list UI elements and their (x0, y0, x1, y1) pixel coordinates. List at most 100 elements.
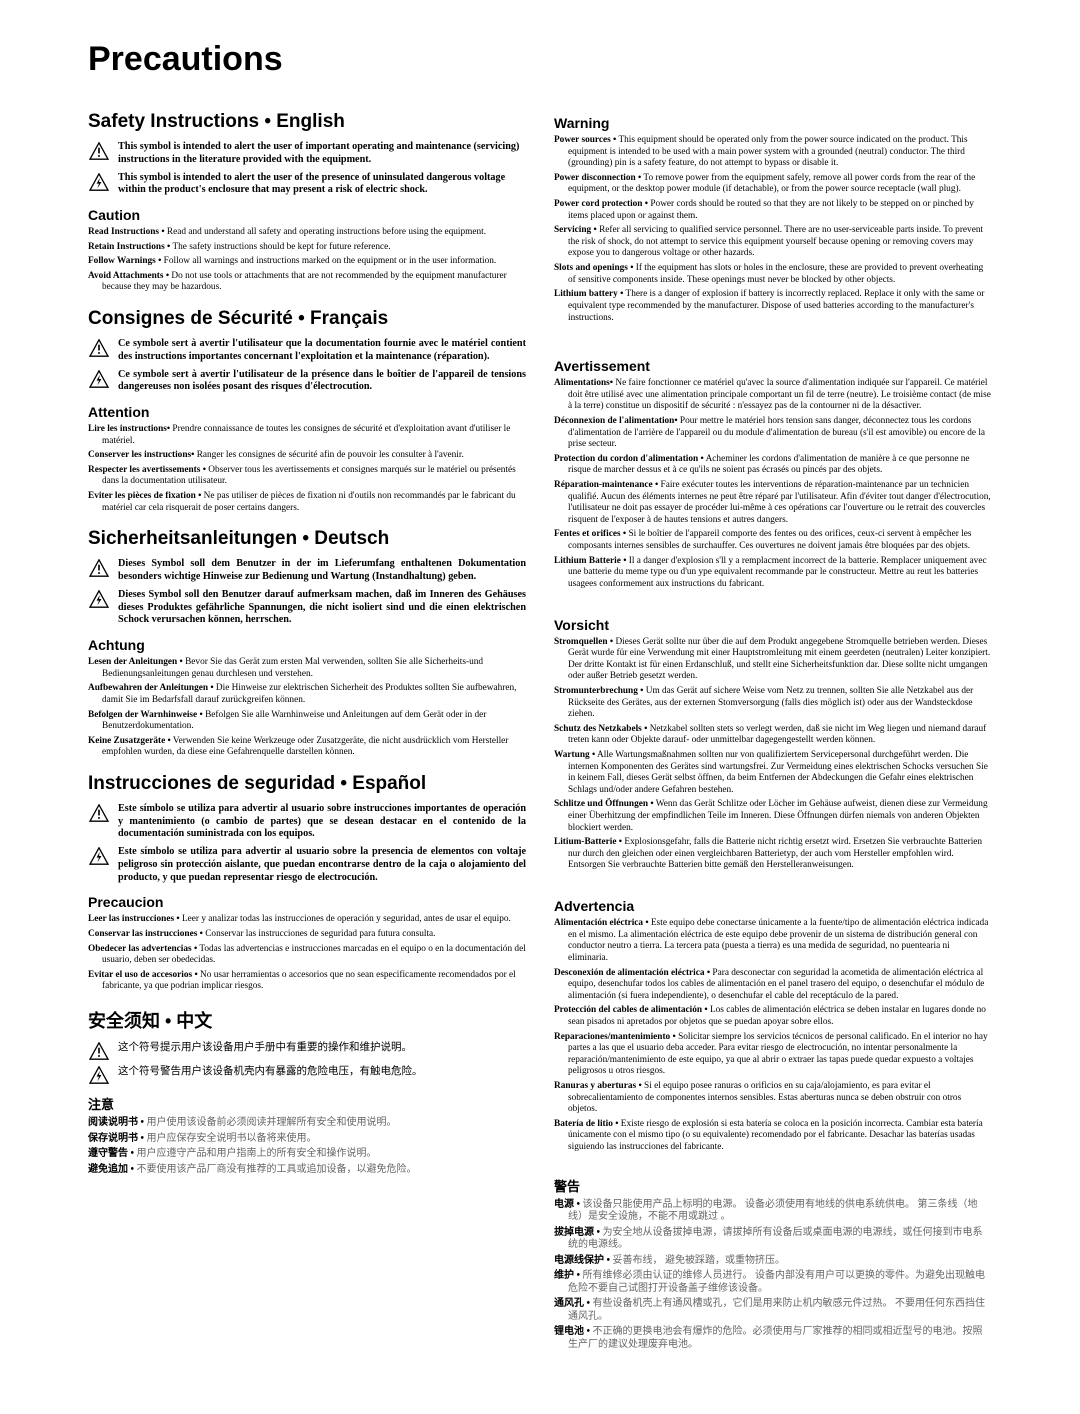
bullet-item: Batería de litio • Existe riesgo de expl… (554, 1119, 992, 1154)
en-symbol-2-text: This symbol is intended to alert the use… (118, 172, 526, 198)
zh-symbol-2-text: 这个符号警告用户该设备机壳内有暴露的危险电压，有触电危险。 (118, 1065, 423, 1078)
en-warning-list: Power sources • This equipment should be… (554, 135, 992, 324)
bullet-text: 所有维修必须由认证的维修人员进行。 设备内部没有用户可以更换的零件。为避免出现触… (568, 1270, 985, 1294)
bullet-label: Conservar las instrucciones • (88, 929, 203, 939)
right-column: Warning Power sources • This equipment s… (554, 97, 992, 1354)
bullet-item: Aufbewahren der Anleitungen • Die Hinwei… (88, 683, 526, 706)
fr-caution-list: Lire les instructions• Prendre connaissa… (88, 424, 526, 514)
bullet-item: Conserver les instructions• Ranger les c… (88, 450, 526, 462)
es-heading: Instrucciones de seguridad • Español (88, 773, 526, 795)
bullet-text: Il a danger d'explosion s'll y a remplac… (568, 556, 987, 589)
bullet-text: 不要使用该产品厂商没有推荐的工具或追加设备，以避免危险。 (134, 1164, 417, 1175)
bullet-item: Ranuras y aberturas • Si el equipo posee… (554, 1081, 992, 1116)
bullet-label: 电源 • (554, 1199, 580, 1210)
bullet-text: The safety instructions should be kept f… (170, 242, 390, 252)
bullet-label: Conserver les instructions• (88, 450, 194, 460)
bullet-label: 避免追加 • (88, 1164, 134, 1175)
warning-triangle-icon (88, 558, 110, 577)
bullet-label: Litium-Batterie • (554, 837, 622, 847)
fr-symbol-1-text: Ce symbole sert à avertir l'utilisateur … (118, 338, 526, 364)
es-symbol-1-text: Este símbolo se utiliza para advertir al… (118, 803, 526, 841)
bullet-item: Obedecer las advertencias • Todas las ad… (88, 944, 526, 967)
warning-triangle-icon (88, 141, 110, 160)
bullet-label: Protection du cordon d'alimentation • (554, 454, 704, 464)
bullet-label: Respecter les avertissements • (88, 465, 206, 475)
shock-triangle-icon (88, 589, 110, 608)
bullet-text: 不正确的更换电池会有爆炸的危险。必须使用与厂家推荐的相同或相近型号的电池。按照生… (568, 1326, 983, 1350)
bullet-item: Fentes et orifices • Si le boîtier de l'… (554, 529, 992, 552)
bullet-label: 保存说明书 • (88, 1133, 144, 1144)
bullet-text: 用户应保存安全说明书以备将来使用。 (144, 1133, 317, 1144)
bullet-text: Refer all servicing to qualified service… (568, 225, 983, 258)
bullet-text: Conservar las instrucciones de seguridad… (203, 929, 436, 939)
bullet-label: Read Instructions • (88, 227, 165, 237)
bullet-item: Evitar el uso de accesorios • No usar he… (88, 970, 526, 993)
de-caution-heading: Achtung (88, 637, 526, 653)
es-symbol-1-row: Este símbolo se utiliza para advertir al… (88, 803, 526, 841)
de-caution-list: Lesen der Anleitungen • Bevor Sie das Ge… (88, 657, 526, 759)
bullet-label: 电源线保护 • (554, 1255, 610, 1266)
fr-symbol-2-row: Ce symbole sert à avertir l'utilisateur … (88, 369, 526, 395)
bullet-item: Lire les instructions• Prendre connaissa… (88, 424, 526, 447)
bullet-item: Retain Instructions • The safety instruc… (88, 242, 526, 254)
page-title: Precautions (88, 40, 992, 79)
bullet-item: 锂电池 • 不正确的更换电池会有爆炸的危险。必须使用与厂家推荐的相同或相近型号的… (554, 1326, 992, 1351)
bullet-label: Obedecer las advertencias • (88, 944, 197, 954)
bullet-text: 妥善布线， 避免被踩踏，或重物挤压。 (610, 1255, 785, 1266)
de-warning-list: Stromquellen • Dieses Gerät sollte nur ü… (554, 637, 992, 873)
de-heading: Sicherheitsanleitungen • Deutsch (88, 528, 526, 550)
bullet-label: Power cord protection • (554, 199, 648, 209)
bullet-text: There is a danger of explosion if batter… (568, 289, 984, 322)
bullet-label: Fentes et orifices • (554, 529, 626, 539)
fr-warning-list: Alimentations• Ne faire fonctionner ce m… (554, 378, 992, 590)
bullet-label: Stromunterbrechung • (554, 686, 643, 696)
bullet-item: Protección del cables de alimentación • … (554, 1005, 992, 1028)
bullet-item: Lithium Batterie • Il a danger d'explosi… (554, 556, 992, 591)
warning-triangle-icon (88, 338, 110, 357)
es-warning-list: Alimentación eléctrica • Este equipo deb… (554, 918, 992, 1154)
bullet-text: Ranger les consignes de sécurité afin de… (194, 450, 463, 460)
de-symbol-2-row: Dieses Symbol soll den Benutzer darauf a… (88, 589, 526, 627)
bullet-text: 用户使用该设备前必须阅读并理解所有安全和使用说明。 (144, 1117, 397, 1128)
bullet-label: Protección del cables de alimentación • (554, 1005, 708, 1015)
zh-heading: 安全须知 • 中文 (88, 1007, 526, 1033)
bullet-item: 避免追加 • 不要使用该产品厂商没有推荐的工具或追加设备，以避免危险。 (88, 1164, 526, 1177)
bullet-text: Read and understand all safety and opera… (165, 227, 486, 237)
zh-symbol-2-row: 这个符号警告用户该设备机壳内有暴露的危险电压，有触电危险。 (88, 1065, 526, 1084)
fr-caution-heading: Attention (88, 404, 526, 420)
bullet-label: Réparation-maintenance • (554, 480, 658, 490)
shock-triangle-icon (88, 369, 110, 388)
bullet-label: Retain Instructions • (88, 242, 170, 252)
en-caution-heading: Caution (88, 207, 526, 223)
bullet-label: Desconexión de alimentación eléctrica • (554, 968, 710, 978)
bullet-item: Power disconnection • To remove power fr… (554, 173, 992, 196)
es-caution-list: Leer las instrucciones • Leer y analizar… (88, 914, 526, 993)
bullet-item: Lesen der Anleitungen • Bevor Sie das Ge… (88, 657, 526, 680)
bullet-item: 保存说明书 • 用户应保存安全说明书以备将来使用。 (88, 1133, 526, 1146)
zh-caution-heading: 注意 (88, 1094, 526, 1113)
bullet-label: Aufbewahren der Anleitungen • (88, 683, 214, 693)
bullet-item: Reparaciones/mantenimiento • Solicitar s… (554, 1032, 992, 1078)
en-warning-heading: Warning (554, 115, 992, 131)
bullet-item: Lithium battery • There is a danger of e… (554, 289, 992, 324)
en-heading: Safety Instructions • English (88, 111, 526, 133)
bullet-label: Lithium battery • (554, 289, 623, 299)
de-symbol-1-row: Dieses Symbol soll dem Benutzer in der i… (88, 558, 526, 584)
bullet-label: 锂电池 • (554, 1326, 590, 1337)
bullet-label: 维护 • (554, 1270, 580, 1281)
bullet-item: Eviter les pièces de fixation • Ne pas u… (88, 491, 526, 514)
en-symbol-2-row: This symbol is intended to alert the use… (88, 172, 526, 198)
bullet-item: 电源线保护 • 妥善布线， 避免被踩踏，或重物挤压。 (554, 1255, 992, 1268)
bullet-label: Alimentations• (554, 378, 613, 388)
en-symbol-1-text: This symbol is intended to alert the use… (118, 141, 526, 167)
bullet-label: Stromquellen • (554, 637, 613, 647)
bullet-text: Existe riesgo de explosión si esta bater… (568, 1119, 983, 1152)
bullet-item: Follow Warnings • Follow all warnings an… (88, 256, 526, 268)
shock-triangle-icon (88, 1065, 110, 1084)
fr-warning-heading: Avertissement (554, 358, 992, 374)
bullet-item: Déconnexion de l'alimentation• Pour mett… (554, 416, 992, 451)
shock-triangle-icon (88, 846, 110, 865)
bullet-label: Wartung • (554, 750, 595, 760)
bullet-item: Conservar las instrucciones • Conservar … (88, 929, 526, 941)
de-symbol-1-text: Dieses Symbol soll dem Benutzer in der i… (118, 558, 526, 584)
